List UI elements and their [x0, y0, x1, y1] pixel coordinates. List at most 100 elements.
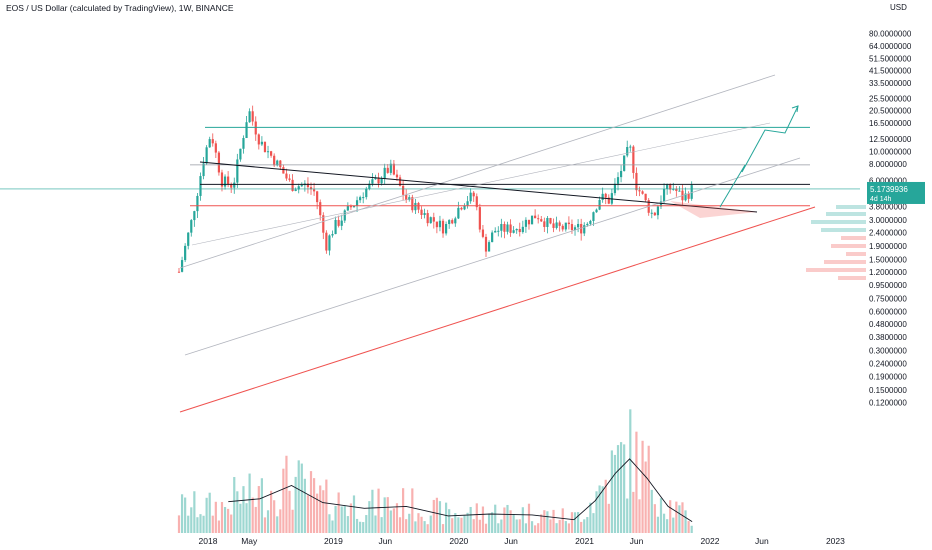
volume-bar [549, 519, 552, 533]
volume-bar [316, 493, 319, 533]
candle-body [306, 183, 310, 188]
candle-body [177, 271, 181, 273]
volume-bar [368, 501, 371, 533]
candle-body [619, 170, 623, 178]
candle-body [402, 185, 405, 195]
volume-bar [377, 488, 380, 533]
volume-bar [392, 508, 395, 533]
candle-body [395, 174, 399, 178]
volume-bar [306, 495, 310, 533]
volume-bar [604, 479, 607, 533]
candle-body [573, 227, 577, 230]
volume-bar [291, 509, 294, 533]
volume-bar [666, 519, 669, 533]
y-tick-label: 0.1200000 [869, 399, 907, 408]
candle-body [521, 226, 524, 233]
x-tick-label: Jun [504, 536, 518, 546]
volume-profile-bar [821, 228, 866, 232]
candle-body [432, 217, 435, 222]
candle-body [552, 223, 555, 228]
candle-body [288, 178, 291, 180]
candle-body [555, 222, 558, 228]
candle-body [242, 138, 245, 149]
candle-body [328, 235, 331, 251]
volume-bar [564, 521, 567, 533]
volume-bar [540, 514, 543, 533]
volume-bar [530, 521, 534, 533]
volume-bar [641, 440, 644, 533]
candle-body [561, 225, 564, 230]
volume-bar [362, 522, 365, 533]
candle-body [408, 197, 411, 200]
volume-bar [558, 519, 561, 533]
volume-bar [227, 508, 230, 533]
volume-bar [629, 409, 632, 533]
candle-body [515, 228, 518, 231]
candle-body [211, 139, 214, 144]
volume-bar [592, 513, 595, 533]
volume-profile-bar [846, 252, 866, 256]
candle-body [417, 202, 420, 210]
candle-body [193, 211, 196, 221]
candle-body [653, 212, 656, 216]
candle-body [398, 177, 402, 186]
candle-body [420, 209, 423, 215]
volume-bar [260, 478, 263, 533]
candle-body [518, 228, 521, 233]
candle-body [503, 224, 506, 232]
volume-bar [441, 524, 445, 533]
volume-bar [494, 504, 497, 533]
candle-body [454, 218, 457, 224]
candle-body [337, 219, 340, 226]
volume-bar [223, 507, 227, 533]
candle-body [279, 160, 282, 168]
candle-body [601, 193, 604, 200]
candle-body [227, 176, 230, 185]
candle-body [598, 199, 601, 210]
volume-profile-bar [831, 244, 866, 248]
candle-body [491, 232, 494, 243]
y-tick-label: 80.0000000 [869, 29, 912, 38]
candle-body [217, 152, 221, 173]
candle-body [549, 217, 552, 224]
candle-body [263, 141, 267, 153]
candle-body [322, 215, 325, 233]
candle-body [331, 234, 334, 236]
candle-body [340, 220, 343, 226]
candle-body [230, 184, 233, 188]
volume-bar [466, 512, 469, 533]
volume-bar [411, 488, 414, 533]
candle-body [199, 176, 202, 196]
candle-body [687, 193, 690, 199]
volume-bar [684, 510, 687, 533]
current-price-countdown: 4d 14h [870, 196, 892, 203]
candle-body [205, 147, 208, 164]
candle-body [266, 151, 270, 153]
channel-line [184, 157, 801, 356]
y-tick-label: 12.5000000 [869, 135, 912, 144]
volume-bar [414, 521, 417, 533]
candle-body [675, 188, 678, 191]
volume-bar [325, 479, 328, 533]
volume-bar [543, 510, 546, 533]
candle-body [282, 167, 285, 174]
channel-line [191, 122, 771, 246]
volume-bar [187, 515, 190, 533]
candle-body [500, 224, 503, 231]
volume-bar [337, 492, 340, 533]
x-tick-label: May [241, 536, 258, 546]
candle-body [678, 190, 681, 192]
candle-body [435, 221, 438, 228]
volume-profile-bar [806, 268, 866, 272]
candle-body [626, 146, 629, 156]
candle-body [300, 185, 303, 187]
volume-bar [662, 513, 666, 533]
candle-body [423, 213, 426, 215]
y-tick-label: 0.2400000 [869, 359, 907, 368]
volume-bar [285, 455, 288, 533]
volume-bar [503, 507, 506, 533]
y-tick-label: 16.5000000 [869, 119, 912, 128]
candle-body [650, 212, 653, 214]
volume-bar [500, 519, 503, 533]
